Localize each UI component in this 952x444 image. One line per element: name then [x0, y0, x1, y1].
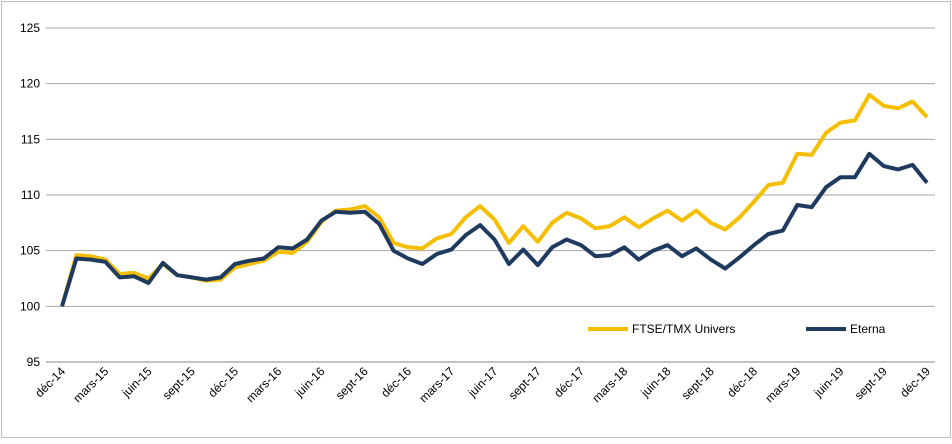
y-tick-label: 100: [20, 299, 40, 313]
legend-label: FTSE/TMX Univers: [632, 322, 735, 336]
y-tick-label: 120: [20, 77, 40, 91]
y-tick-label: 95: [27, 355, 41, 369]
y-tick-label: 110: [21, 188, 40, 202]
y-tick-label: 125: [20, 21, 40, 35]
legend-label: Eterna: [850, 322, 886, 336]
series-line: [60, 151, 929, 307]
y-tick-label: 115: [21, 132, 40, 146]
y-tick-label: 105: [20, 244, 40, 258]
